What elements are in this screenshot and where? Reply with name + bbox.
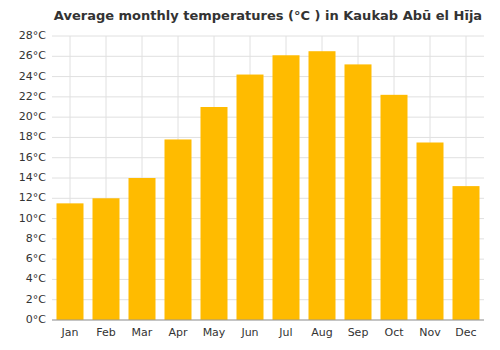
y-tick-label: 14°C	[19, 171, 46, 184]
bars	[57, 51, 480, 320]
title: Average monthly temperatures (°C ) in Ka…	[54, 8, 482, 23]
y-tick-label: 20°C	[19, 110, 46, 123]
bar	[453, 186, 480, 320]
bar	[381, 95, 408, 320]
bar	[201, 107, 228, 320]
y-tick-label: 0°C	[26, 313, 46, 326]
y-tick-label: 18°C	[19, 130, 46, 143]
y-axis: 0°C 2°C 4°C 6°C 8°C 10°C 12°C 14°C 16°C 18°C 20°C 2…	[19, 29, 46, 326]
y-grid-line	[52, 320, 484, 321]
x-tick-label: Aug	[311, 326, 332, 339]
x-tick-label: Feb	[96, 326, 115, 339]
x-tick-label: Apr	[168, 326, 188, 339]
y-tick-label: 24°C	[19, 70, 46, 83]
x-tick-label: Jun	[240, 326, 258, 339]
y-tick-label: 6°C	[26, 252, 46, 265]
x-tick-label: Nov	[419, 326, 441, 339]
x-tick-label: Dec	[455, 326, 476, 339]
grid	[52, 36, 484, 320]
bar	[273, 55, 300, 320]
x-tick-label: May	[203, 326, 226, 339]
bar	[165, 139, 192, 320]
x-axis: Jan Feb Mar Apr May Jun Jul Aug Sep Oct Nov Dec	[61, 326, 477, 339]
y-tick-label: 22°C	[19, 90, 46, 103]
x-axis-line	[52, 320, 484, 321]
y-tick-label: 26°C	[19, 49, 46, 62]
x-tick-label: Mar	[132, 326, 153, 339]
bar	[309, 51, 336, 320]
y-grid-line	[52, 56, 484, 57]
bar	[417, 143, 444, 321]
y-tick-label: 28°C	[19, 29, 46, 42]
x-tick-label: Sep	[348, 326, 369, 339]
y-grid-line	[52, 137, 484, 138]
y-tick-label: 10°C	[19, 212, 46, 225]
chart-svg: 0°C 2°C 4°C 6°C 8°C 10°C 12°C 14°C 16°C 18°C 20°C 2…	[0, 0, 500, 350]
y-grid-line	[52, 36, 484, 37]
bar	[237, 75, 264, 320]
y-tick-label: 16°C	[19, 151, 46, 164]
bar	[57, 203, 84, 320]
bar	[345, 64, 372, 320]
y-grid-line	[52, 117, 484, 118]
chart-container: 0°C 2°C 4°C 6°C 8°C 10°C 12°C 14°C 16°C 18°C 20°C 2…	[0, 0, 500, 350]
y-grid-line	[52, 96, 484, 97]
bar	[129, 178, 156, 320]
bar	[93, 198, 120, 320]
x-tick-label: Oct	[384, 326, 404, 339]
y-tick-label: 4°C	[26, 272, 46, 285]
y-grid-line	[52, 76, 484, 77]
x-tick-label: Jan	[61, 326, 79, 339]
y-tick-label: 2°C	[26, 293, 46, 306]
y-tick-label: 8°C	[26, 232, 46, 245]
x-tick-label: Jul	[278, 326, 292, 339]
y-tick-label: 12°C	[19, 191, 46, 204]
